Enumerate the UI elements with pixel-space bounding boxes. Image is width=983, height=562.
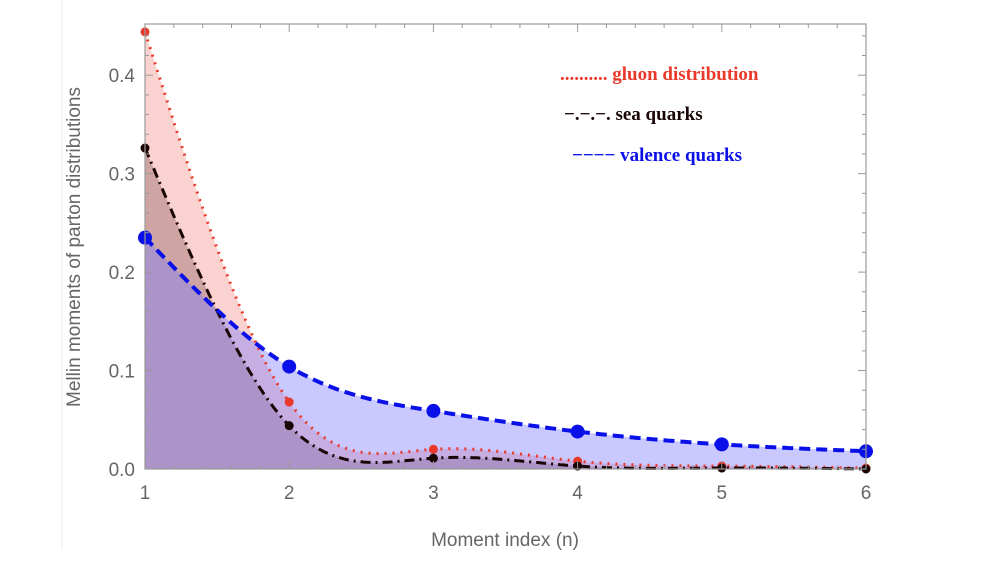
y-tick-label: 0.0: [109, 460, 135, 481]
area-fill-2: [145, 237, 866, 469]
legend: .......... gluon distribution −.−.−. sea …: [560, 64, 759, 166]
area-fills: [145, 31, 866, 470]
x-tick-label: 6: [861, 483, 872, 504]
x-tick-label: 1: [140, 483, 151, 504]
legend-label: sea quarks: [615, 104, 702, 125]
legend-marker: ..........: [560, 64, 612, 85]
data-point: [284, 397, 294, 407]
y-tick-label: 0.1: [109, 362, 135, 383]
x-tick-label: 4: [572, 483, 583, 504]
data-point: [282, 359, 297, 374]
series-line-2: [143, 236, 867, 454]
data-point: [426, 403, 441, 418]
x-tick-label: 3: [428, 483, 439, 504]
data-point: [570, 424, 585, 439]
legend-marker: −−−−: [572, 145, 620, 166]
series-lines: [143, 31, 867, 471]
legend-entry: −−−− valence quarks: [572, 145, 742, 166]
series-line-0: [143, 31, 866, 470]
y-tick-label: 0.4: [109, 66, 136, 87]
data-point: [428, 444, 438, 454]
y-tick-label: 0.3: [109, 165, 135, 186]
plot-frame: [144, 23, 867, 470]
x-tick-label: 5: [717, 483, 728, 504]
legend-entry: .......... gluon distribution: [560, 64, 759, 85]
data-point: [714, 437, 729, 452]
legend-label: valence quarks: [620, 145, 742, 166]
data-point: [428, 453, 438, 463]
x-axis-label: Moment index (n): [431, 530, 579, 551]
axis-ticks: 1 2 3 4 5 6 0.0 0.1 0.2 0.3 0.4: [109, 24, 872, 504]
y-tick-label: 0.2: [109, 263, 135, 284]
legend-marker: −.−.−.: [564, 104, 615, 125]
legend-entry: −.−.−. sea quarks: [564, 104, 703, 125]
data-point: [284, 421, 294, 431]
legend-label: gluon distribution: [612, 64, 759, 85]
x-tick-label: 2: [284, 483, 295, 504]
area-fill-1: [145, 148, 866, 469]
y-axis-label: Mellin moments of parton distributions: [64, 87, 85, 407]
area-fill-0: [145, 31, 866, 470]
